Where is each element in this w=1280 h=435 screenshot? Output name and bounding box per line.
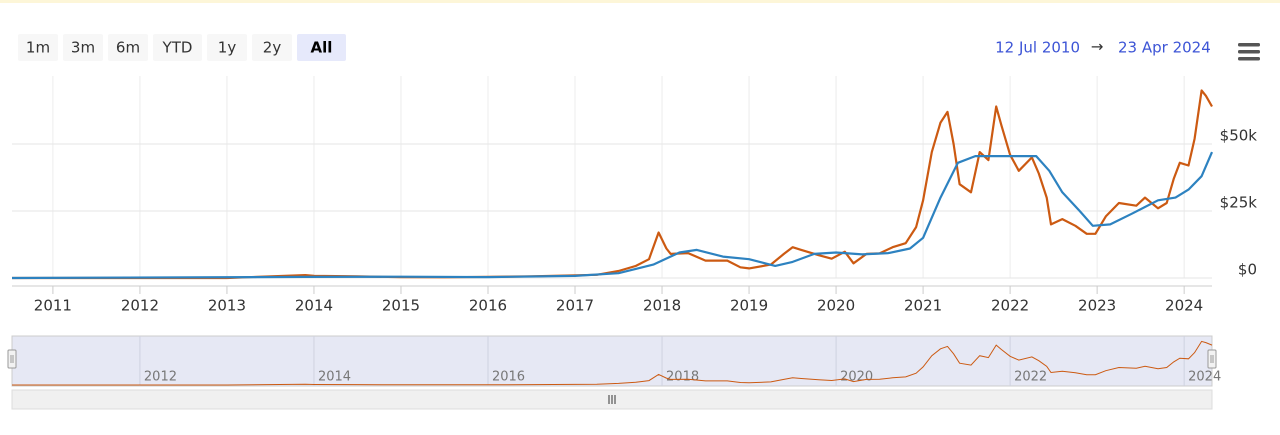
x-tick-label: 2016 (469, 297, 507, 315)
range-button[interactable] (297, 34, 346, 61)
x-tick-label: 2024 (1165, 297, 1203, 315)
x-tick-label: 2019 (730, 297, 768, 315)
range-button[interactable] (207, 34, 247, 61)
range-button-label[interactable]: YTD (162, 39, 193, 57)
price-line (12, 89, 1213, 280)
range-button-label[interactable]: 1m (26, 39, 50, 57)
x-tick-label: 2020 (817, 297, 855, 315)
range-selector: 1m 3m 6m YTD 1y 2y All (18, 34, 346, 61)
y-tick-label: $0 (1238, 261, 1257, 279)
navigator-mask (11, 335, 1213, 387)
x-tick-label: 2023 (1078, 297, 1116, 315)
top-bar (0, 0, 1280, 3)
navigator-tick-label: 2014 (318, 370, 351, 385)
x-tick-label: 2014 (295, 297, 333, 315)
range-button[interactable] (153, 34, 202, 61)
x-tick-label: 2021 (904, 297, 942, 315)
range-button-label[interactable]: 6m (116, 39, 140, 57)
x-tick-label: 2018 (643, 297, 681, 315)
range-button[interactable] (252, 34, 292, 61)
range-arrow: → (1091, 38, 1104, 56)
x-tick-label: 2012 (121, 297, 159, 315)
range-button-label[interactable]: 1y (218, 39, 237, 57)
navigator-handle[interactable] (1207, 349, 1217, 369)
range-button-label[interactable]: 2y (263, 39, 282, 57)
navigator-handle[interactable] (7, 349, 17, 369)
x-tick-label: 2013 (208, 297, 246, 315)
navigator-tick-label: 2016 (492, 370, 525, 385)
range-from[interactable]: 12 Jul 2010 (995, 39, 1080, 57)
range-button[interactable] (63, 34, 103, 61)
navigator-tick-label: 2024 (1188, 370, 1221, 385)
navigator-line (12, 340, 1213, 386)
range-to[interactable]: 23 Apr 2024 (1118, 39, 1211, 57)
y-tick-label: $50k (1220, 127, 1258, 145)
navigator-tick-label: 2018 (666, 370, 699, 385)
x-tick-label: 2015 (382, 297, 420, 315)
range-button-label[interactable]: 3m (71, 39, 95, 57)
scrollbar-grip[interactable] (608, 395, 616, 404)
navigator-tick-label: 2012 (144, 370, 177, 385)
y-tick-label: $25k (1220, 194, 1258, 212)
range-button-label[interactable]: All (311, 39, 333, 57)
range-button[interactable] (108, 34, 148, 61)
x-tick-label: 2017 (556, 297, 594, 315)
navigator-tick-label: 2020 (840, 370, 873, 385)
x-tick-label: 2022 (991, 297, 1029, 315)
x-tick-label: 2011 (34, 297, 72, 315)
price-line (11, 151, 1214, 280)
range-button[interactable] (18, 34, 58, 61)
menu-button[interactable] (1238, 43, 1260, 61)
navigator-tick-label: 2022 (1014, 370, 1047, 385)
